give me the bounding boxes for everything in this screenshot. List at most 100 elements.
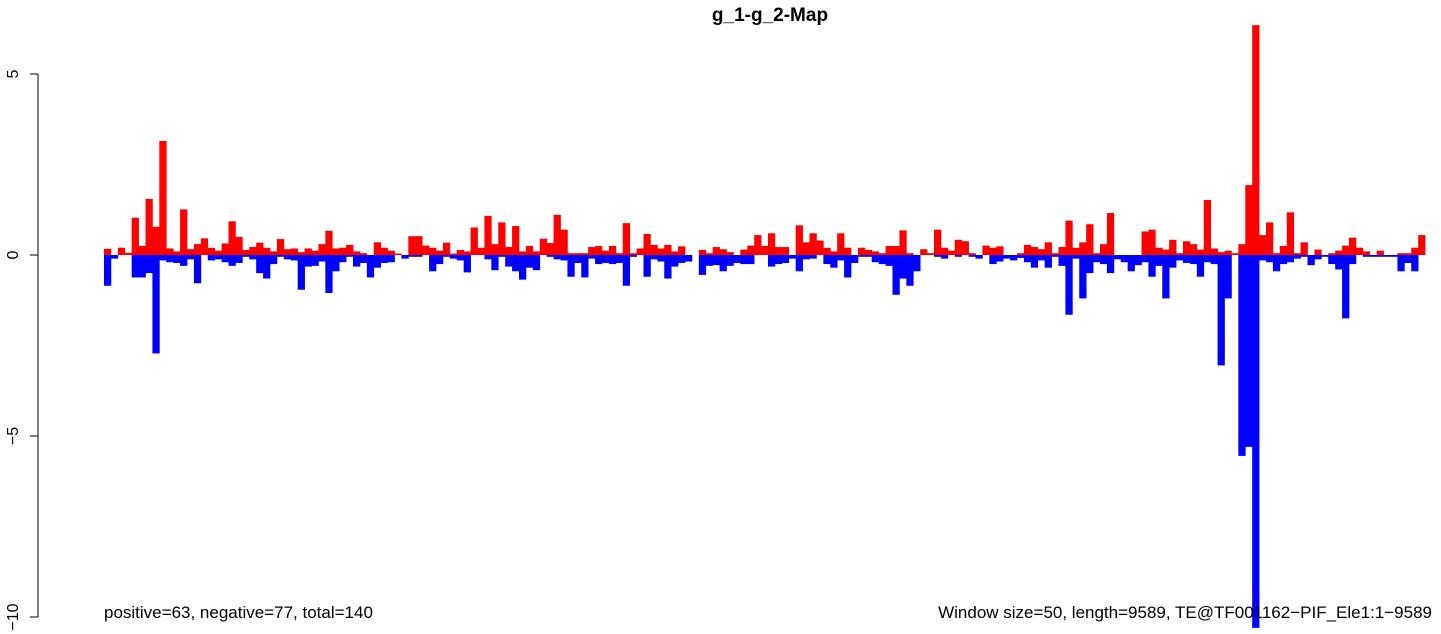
y-tick-label: 5: [5, 69, 22, 78]
negative-bar: [1300, 255, 1308, 257]
positive-bar: [290, 248, 299, 255]
positive-bar: [726, 252, 734, 255]
negative-bar: [857, 255, 866, 257]
negative-bar: [830, 255, 838, 268]
negative-bar: [643, 255, 651, 277]
negative-bar: [726, 255, 734, 266]
negative-bar: [837, 255, 845, 261]
negative-bar: [311, 255, 319, 266]
negative-bar: [1127, 255, 1135, 272]
negative-bar: [1390, 255, 1398, 257]
positive-bar: [373, 242, 382, 255]
negative-bar: [871, 255, 880, 263]
positive-bar: [1169, 239, 1177, 255]
positive-bar: [200, 238, 209, 255]
positive-bar: [795, 225, 803, 255]
negative-bar: [553, 255, 561, 260]
positive-bar: [989, 247, 997, 255]
positive-bar: [138, 245, 146, 255]
negative-bar: [1266, 255, 1274, 263]
positive-bar: [1141, 231, 1149, 255]
positive-bar: [1058, 247, 1066, 255]
negative-bar: [1252, 255, 1260, 628]
negative-bar: [221, 255, 229, 263]
positive-bar: [470, 227, 478, 255]
negative-bar: [1169, 255, 1177, 268]
positive-bar: [1100, 244, 1108, 255]
positive-bar: [207, 247, 216, 255]
positive-bar: [712, 247, 720, 255]
negative-bar: [1003, 255, 1011, 259]
positive-bar: [228, 221, 236, 255]
negative-bar: [104, 255, 112, 286]
positive-bar: [774, 247, 783, 255]
positive-bar: [823, 247, 831, 255]
positive-bar: [595, 245, 603, 255]
negative-bar: [519, 255, 527, 280]
negative-bar: [823, 255, 831, 265]
positive-bar: [754, 235, 762, 255]
negative-bar: [242, 255, 250, 257]
negative-bar: [1162, 255, 1170, 299]
positive-bar: [187, 249, 195, 255]
positive-bar: [283, 249, 292, 255]
positive-bar: [1335, 250, 1343, 255]
positive-bar: [864, 249, 873, 255]
negative-bar: [705, 255, 714, 266]
positive-bar: [1272, 253, 1281, 255]
negative-bar: [415, 255, 423, 257]
positive-bar: [263, 247, 271, 255]
negative-bar: [346, 255, 354, 257]
negative-bar: [622, 255, 631, 286]
positive-bar: [698, 249, 707, 255]
negative-bar: [747, 255, 755, 265]
negative-bar: [1044, 255, 1052, 268]
negative-bar: [781, 255, 790, 263]
negative-bar: [1120, 255, 1129, 263]
negative-bar: [1113, 255, 1122, 260]
positive-bar: [643, 234, 651, 255]
negative-bar: [263, 255, 271, 279]
positive-bar: [1189, 244, 1198, 255]
negative-bar: [1079, 255, 1087, 299]
positive-bar: [906, 253, 914, 255]
positive-bar: [560, 229, 568, 255]
negative-bar: [1307, 255, 1315, 266]
negative-bar: [719, 255, 727, 272]
negative-bar: [235, 255, 243, 263]
positive-bar: [885, 245, 893, 255]
positive-bar: [920, 249, 928, 255]
positive-bar: [1404, 253, 1412, 255]
negative-bar: [968, 255, 976, 257]
positive-bar: [1044, 242, 1052, 255]
negative-bar: [588, 255, 596, 259]
negative-bar: [159, 255, 167, 261]
positive-bar: [1252, 25, 1260, 255]
negative-bar: [387, 255, 395, 263]
positive-bar: [1176, 253, 1184, 255]
chart-title: g_1-g_2-Map: [712, 5, 828, 26]
negative-bar: [844, 255, 852, 278]
negative-bar: [290, 255, 299, 261]
negative-bar: [1017, 255, 1025, 258]
positive-bar: [1362, 251, 1371, 255]
positive-bar: [802, 242, 810, 255]
negative-bar: [913, 255, 921, 272]
positive-bar: [1224, 250, 1232, 255]
negative-bar: [899, 255, 907, 279]
positive-bar: [1328, 253, 1336, 255]
positive-bar: [844, 247, 852, 255]
positive-bar: [117, 247, 126, 255]
positive-bar: [346, 244, 354, 255]
positive-bar: [311, 250, 319, 255]
summary-annotation-right: Window size=50, length=9589, TE@TF001162…: [938, 603, 1432, 622]
positive-bar: [1196, 249, 1205, 255]
negative-bar: [366, 255, 375, 278]
negative-bar: [546, 255, 554, 257]
positive-bar: [159, 140, 167, 255]
positive-bar: [477, 247, 485, 255]
negative-bar: [1411, 255, 1419, 272]
negative-bar: [629, 255, 637, 257]
positive-bar: [622, 223, 631, 255]
